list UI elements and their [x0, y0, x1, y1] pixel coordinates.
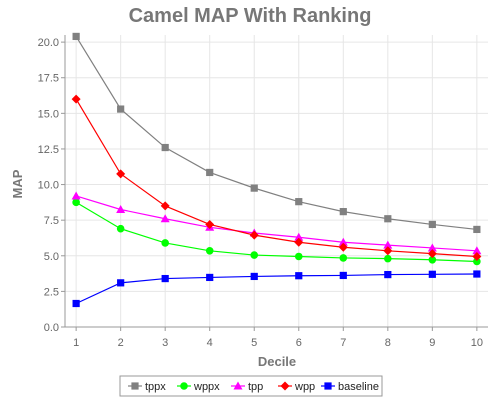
- y-tick-label: 12.5: [38, 144, 59, 156]
- data-point-tppx: [384, 215, 391, 222]
- x-tick-label: 5: [251, 337, 257, 349]
- data-point-baseline: [162, 275, 169, 282]
- data-point-tpp: [72, 191, 81, 199]
- data-point-wpp: [72, 95, 81, 104]
- legend-swatch-marker: [131, 382, 138, 389]
- data-point-tppx: [117, 105, 124, 112]
- y-tick-label: 20.0: [38, 37, 59, 49]
- legend-label: wpp: [294, 381, 315, 393]
- x-tick-label: 7: [340, 337, 346, 349]
- y-tick-label: 10.0: [38, 180, 59, 192]
- legend-swatch-marker: [180, 382, 188, 390]
- x-tick-label: 2: [118, 337, 124, 349]
- data-point-tppx: [295, 198, 302, 205]
- x-tick-label: 1: [73, 337, 79, 349]
- series-wppx: [72, 199, 480, 266]
- data-point-tppx: [162, 144, 169, 151]
- data-point-baseline: [384, 271, 391, 278]
- chart-title: Camel MAP With Ranking: [129, 5, 372, 27]
- series-baseline: [73, 270, 481, 307]
- legend-label: baseline: [338, 381, 379, 393]
- legend-swatch-marker: [324, 382, 331, 389]
- data-point-baseline: [340, 272, 347, 279]
- data-point-wppx: [250, 251, 258, 259]
- series-line-tpp: [76, 196, 477, 251]
- data-point-tppx: [473, 226, 480, 233]
- series-line-baseline: [76, 274, 477, 303]
- y-tick-label: 7.5: [44, 215, 59, 227]
- data-point-wpp: [116, 169, 125, 178]
- data-point-baseline: [206, 274, 213, 281]
- x-tick-label: 4: [207, 337, 213, 349]
- grid-lines: [65, 35, 488, 327]
- y-tick-label: 15.0: [38, 108, 59, 120]
- y-tick-label: 5.0: [44, 251, 59, 263]
- legend-label: tpp: [248, 381, 263, 393]
- data-point-baseline: [73, 300, 80, 307]
- x-tick-label: 10: [471, 337, 483, 349]
- x-tick-label: 6: [296, 337, 302, 349]
- data-point-tppx: [251, 185, 258, 192]
- series-line-tppx: [76, 36, 477, 229]
- data-point-tppx: [429, 221, 436, 228]
- y-tick-label: 2.5: [44, 286, 59, 298]
- data-point-baseline: [251, 273, 258, 280]
- x-axis-title: Decile: [258, 354, 296, 369]
- data-point-wppx: [339, 254, 347, 262]
- y-tick-label: 0.0: [44, 322, 59, 334]
- data-point-baseline: [473, 270, 480, 277]
- data-point-baseline: [295, 272, 302, 279]
- data-point-wppx: [384, 255, 392, 263]
- legend: tppx wppx tpp wpp baseline: [120, 376, 382, 396]
- data-point-wpp: [250, 231, 259, 240]
- series-lines: [72, 33, 482, 307]
- data-point-baseline: [429, 271, 436, 278]
- legend-label: wppx: [193, 381, 220, 393]
- x-tick-label: 9: [429, 337, 435, 349]
- axes: 0.0 2.5 5.0 7.5 10.0 12.5 15.0 17.5 20.0 1 2 3 4 5 6 7 8…: [38, 35, 488, 349]
- data-point-wppx: [206, 247, 214, 255]
- data-point-tppx: [206, 169, 213, 176]
- data-point-wppx: [72, 199, 80, 207]
- data-point-wppx: [161, 239, 169, 247]
- data-point-baseline: [117, 279, 124, 286]
- y-axis-title: MAP: [10, 169, 25, 198]
- data-point-tppx: [340, 208, 347, 215]
- legend-label: tppx: [145, 381, 166, 393]
- data-point-tppx: [73, 33, 80, 40]
- x-tick-label: 3: [162, 337, 168, 349]
- data-point-wpp: [161, 201, 170, 210]
- data-point-wppx: [295, 253, 303, 261]
- x-tick-label: 8: [385, 337, 391, 349]
- y-tick-label: 17.5: [38, 73, 59, 85]
- series-tppx: [73, 33, 481, 233]
- data-point-wppx: [117, 225, 125, 233]
